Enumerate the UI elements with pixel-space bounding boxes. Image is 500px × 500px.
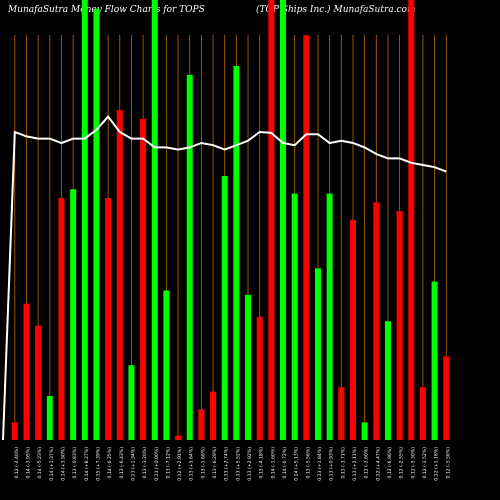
money-flow-bar [384, 321, 391, 440]
x-tick-label: 0.13 (-6.29%) [212, 447, 218, 479]
x-tick-label: 0.12 (+4.47%) [375, 447, 381, 481]
chart-header-right: (TOP Ships Inc.) MunafaSutra.com [256, 5, 416, 15]
x-tick-label: 0.12 (-3.56%) [445, 447, 451, 479]
x-tick-label: 0.14 (+8.27%) [84, 447, 90, 481]
money-flow-bar [361, 422, 368, 440]
money-flow-bar [408, 0, 415, 440]
x-tick-label: 0.13 (-7.12%) [165, 447, 171, 479]
money-flow-bar [256, 316, 263, 440]
chart-header-left: MunafaSutra Money Flow Charts for TOPS [8, 5, 205, 15]
x-tick-label: 0.13 (-1.66%) [200, 447, 206, 479]
money-flow-bar [338, 387, 345, 440]
money-flow-bar [35, 325, 42, 440]
x-tick-label: 0.13 (+2.11%) [352, 447, 358, 481]
money-flow-bar [245, 294, 252, 440]
money-flow-bar [151, 0, 158, 440]
x-tick-label: 0.13 (+0.00%) [154, 447, 160, 481]
x-tick-label: 0.12 (+2.91%) [177, 447, 183, 481]
x-tick-label: 0.12 (-6.96%) [387, 447, 393, 479]
money-flow-bar [314, 268, 321, 440]
money-flow-bar [291, 193, 298, 440]
x-tick-label: 0.14 (-1.60%) [270, 447, 276, 479]
x-tick-label: 0.12 (-2.60%) [364, 447, 370, 479]
x-tick-label: 0.12 (-2.40%) [14, 447, 20, 479]
money-flow-bar [58, 198, 65, 440]
money-flow-bar [70, 189, 77, 440]
x-tick-label: 0.13 (-4.18%) [259, 447, 265, 479]
x-tick-label: 0.12 (-3.52%) [422, 447, 428, 479]
money-flow-bar [140, 118, 147, 441]
x-tick-label: 0.15 (+7.39%) [95, 447, 101, 481]
x-tick-label: 0.12 (+1.18%) [434, 447, 440, 481]
x-tick-label: 0.13 (+5.52%) [235, 447, 241, 481]
money-flow-bar [93, 8, 100, 441]
money-flow-bar [81, 0, 88, 440]
money-flow-bar [233, 66, 240, 440]
x-tick-label: 0.13 (-6.43%) [119, 447, 125, 479]
x-tick-label: 0.13 (-5.56%) [305, 447, 311, 479]
x-tick-label: 0.13 (+2.74%) [224, 447, 230, 481]
x-tick-label: 0.14 (+1.37%) [49, 447, 55, 481]
x-tick-label: 0.13 (+3.64%) [189, 447, 195, 481]
x-tick-label: 0.12 (-3.30%) [410, 447, 416, 479]
x-tick-label: 0.14 (-3.95%) [25, 447, 31, 479]
money-flow-bar [419, 387, 426, 440]
x-tick-label: 0.14 (-5.23%) [37, 447, 43, 479]
money-flow-bar [326, 193, 333, 440]
money-flow-bar [198, 409, 205, 440]
x-tick-label: 0.14 (+3.90%) [60, 447, 66, 481]
money-flow-bar [443, 356, 450, 440]
money-flow-bar [268, 0, 275, 440]
money-flow-bar [373, 202, 380, 440]
x-tick-label: 0.14 (+5.13%) [294, 447, 300, 481]
money-flow-bar [23, 303, 30, 440]
x-tick-label: 0.12 (-2.55%) [399, 447, 405, 479]
x-tick-label: 0.13 (-0.83%) [72, 447, 78, 479]
x-tick-label: 0.14 (-6.25%) [107, 447, 113, 479]
money-flow-bar [11, 422, 18, 440]
money-flow-bar [280, 0, 287, 440]
price-line [2, 115, 447, 441]
x-tick-label: 0.13 (+1.34%) [130, 447, 136, 481]
money-flow-bar [116, 110, 123, 440]
money-flow-bar [46, 396, 53, 440]
x-tick-label: 0.13 (-3.20%) [142, 447, 148, 479]
money-flow-bar [175, 435, 182, 440]
money-flow-bar [221, 176, 228, 440]
x-tick-label: 0.13 (+0.93%) [329, 447, 335, 481]
money-flow-bar [396, 211, 403, 440]
x-tick-label: 0.13 (+2.92%) [247, 447, 253, 481]
money-flow-bar [105, 198, 112, 440]
money-flow-bar [163, 290, 170, 440]
x-tick-label: 0.14 (-0.72%) [282, 447, 288, 479]
money-flow-bar [210, 391, 217, 440]
money-flow-bar [431, 281, 438, 440]
money-flow-bar [186, 74, 193, 441]
x-tick-label: 0.13 (+1.84%) [317, 447, 323, 481]
money-flow-bar [128, 365, 135, 440]
money-flow-bar [349, 220, 356, 440]
money-flow-bar [303, 35, 310, 440]
x-tick-label: 0.13 (-3.71%) [340, 447, 346, 479]
